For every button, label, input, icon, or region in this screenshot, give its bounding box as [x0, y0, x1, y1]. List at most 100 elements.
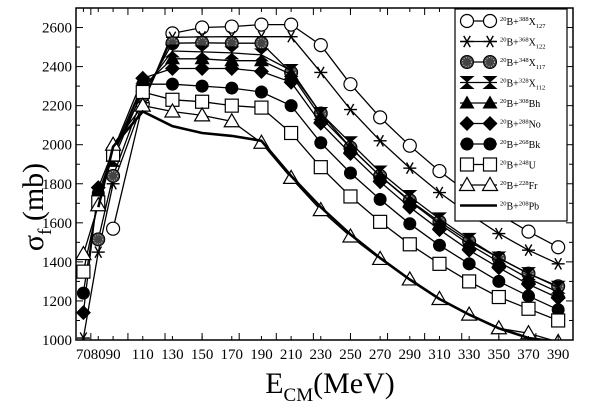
- x-tick-label: 310: [428, 347, 451, 363]
- legend-marker: [460, 35, 474, 48]
- y-tick-label: 2600: [42, 21, 72, 37]
- series-2-point: [314, 66, 328, 79]
- x-tick-label: 80: [91, 347, 106, 363]
- series-1-point: [284, 17, 299, 32]
- series-7-point: [195, 79, 209, 93]
- series-7-point: [432, 238, 446, 252]
- legend-label: 20B+328X112: [500, 78, 545, 92]
- series-1-point: [402, 138, 417, 153]
- x-tick-label: 210: [280, 347, 303, 363]
- series-2-point: [551, 257, 565, 270]
- legend-box: [454, 8, 568, 222]
- x-tick-label: 150: [191, 347, 214, 363]
- legend-marker: [459, 116, 475, 131]
- legend-item-1: 20B+388X127: [459, 13, 546, 30]
- y-axis-title-main: σ: [17, 235, 50, 251]
- x-axis-title-unit: (MeV): [313, 367, 395, 400]
- series-6-point: [402, 199, 418, 215]
- x-tick-label: 330: [458, 347, 481, 363]
- legend-marker: [458, 176, 476, 192]
- series-8-point: [284, 125, 299, 141]
- series-5-point: [253, 53, 269, 67]
- series-7-point: [284, 99, 298, 113]
- legend-label: 20B+208Pb: [500, 201, 539, 213]
- series-8-point: [491, 289, 506, 305]
- x-axis-title-sub: CM: [284, 385, 314, 406]
- x-tick-label: 250: [339, 347, 362, 363]
- series-8-point: [462, 274, 477, 289]
- series-2-point: [284, 30, 298, 43]
- axes: 70 80 90 110 130 150 170 190 210 230 250 270 290 310 3…: [42, 7, 574, 363]
- plot-area: [76, 17, 566, 340]
- legend-item-7: 20B+268Bk: [460, 137, 540, 151]
- legend: 20B+388X127 20B+368X122 20B+348X117 20B+328…: [454, 8, 568, 222]
- series-6-point: [194, 61, 210, 77]
- series-3-point: [106, 168, 121, 183]
- series-4-point: [164, 44, 180, 58]
- y-tick-label: 1000: [42, 333, 72, 349]
- series-9-point: [223, 112, 241, 128]
- series-1-point: [432, 163, 447, 179]
- legend-marker: [481, 176, 499, 192]
- y-axis-title: σf (mb): [17, 163, 56, 251]
- x-tick-label: 170: [221, 347, 244, 363]
- series-8-point: [402, 237, 417, 252]
- series-1-point: [551, 240, 566, 255]
- legend-marker: [459, 95, 475, 109]
- series-7-point: [373, 192, 387, 206]
- series-4-line: [112, 50, 559, 288]
- series-8-point: [254, 100, 269, 115]
- legend-item-8: 20B+248U: [459, 157, 537, 172]
- x-tick-label: 110: [132, 347, 154, 363]
- y-tick-label: 2000: [42, 138, 72, 154]
- series-1-point: [195, 20, 210, 35]
- y-tick-label: 1800: [42, 177, 72, 193]
- y-tick-label: 2200: [42, 99, 72, 115]
- series-1-point: [373, 110, 388, 125]
- series-6-point: [342, 145, 358, 161]
- series-6-point: [461, 242, 477, 258]
- legend-marker: [483, 137, 497, 151]
- series-10: [97, 109, 554, 340]
- series-1-point: [313, 38, 328, 53]
- series-1-point: [254, 17, 269, 32]
- series-2-point: [403, 162, 417, 175]
- series-8-point: [195, 94, 210, 109]
- series-1-point: [224, 19, 239, 34]
- series-6-point: [164, 61, 180, 77]
- series-2-point: [343, 103, 357, 116]
- series-8-point: [373, 214, 388, 229]
- series-6-point: [76, 305, 91, 321]
- legend-marker: [459, 13, 475, 29]
- series-3-point: [91, 232, 106, 247]
- series-8-point: [313, 160, 328, 175]
- series-6-point: [224, 61, 240, 77]
- series-5-point: [224, 53, 240, 67]
- y-tick-label: 2400: [42, 60, 72, 76]
- legend-marker: [483, 55, 497, 69]
- x-tick-label: 390: [547, 347, 570, 363]
- series-6-point: [283, 74, 299, 90]
- series-7-point: [76, 286, 90, 300]
- legend-marker: [459, 76, 475, 89]
- legend-label: 20B+228Fr: [500, 180, 538, 192]
- plot-frame: [75, 7, 574, 341]
- x-tick-label: 270: [369, 347, 392, 363]
- series-10-line: [97, 109, 554, 340]
- series-9-point: [163, 102, 181, 118]
- series-8-point: [135, 84, 150, 100]
- legend-label: 20B+388X127: [500, 16, 546, 30]
- series-8-point: [224, 98, 239, 113]
- series-6-point: [491, 260, 507, 276]
- series-7-point: [314, 136, 328, 150]
- series-7-point: [165, 77, 179, 91]
- legend-item-6: 20B+288No: [459, 116, 541, 131]
- legend-marker: [482, 95, 498, 109]
- series-1-point: [521, 224, 536, 239]
- series-2-point: [373, 134, 387, 147]
- series-4-point: [224, 46, 240, 60]
- series-5-point: [164, 51, 180, 65]
- legend-marker: [482, 13, 498, 29]
- legend-marker: [459, 157, 475, 172]
